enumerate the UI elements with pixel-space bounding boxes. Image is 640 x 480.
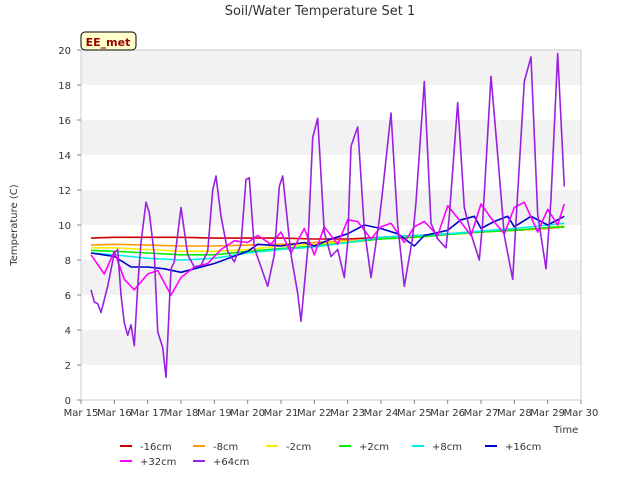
x-tick-label: Mar 24: [364, 408, 399, 419]
grid-band: [81, 190, 581, 225]
x-tick-label: Mar 27: [464, 408, 499, 419]
x-axis-label: Time: [553, 425, 578, 436]
chart-title: Soil/Water Temperature Set 1: [225, 4, 416, 19]
legend-label: +16cm: [505, 442, 541, 453]
legend-label: -2cm: [286, 442, 311, 453]
y-tick-label: 16: [58, 116, 71, 127]
x-tick-label: Mar 23: [330, 408, 365, 419]
grid-band: [81, 120, 581, 155]
legend-label: -8cm: [213, 442, 238, 453]
y-tick-label: 12: [58, 186, 71, 197]
x-tick-label: Mar 22: [297, 408, 332, 419]
legend: -16cm -8cm -2cm +2cm +8cm +16cm +32cm +64cm: [120, 442, 541, 468]
legend-label: -16cm: [140, 442, 172, 453]
x-tick-label: Mar 21: [264, 408, 299, 419]
grid-bands: [81, 50, 581, 400]
y-axis: 0 2 4 6 8 10 12 14 16 18 20: [58, 46, 81, 407]
y-tick-label: 2: [65, 361, 71, 372]
site-label: EE_met: [86, 36, 131, 49]
x-tick-label: Mar 20: [230, 408, 265, 419]
grid-band: [81, 330, 581, 365]
legend-label: +64cm: [213, 457, 249, 468]
grid-band: [81, 85, 581, 120]
series-line: [90, 201, 566, 296]
grid-band: [81, 50, 581, 85]
legend-label: +32cm: [140, 457, 176, 468]
x-tick-label: Mar 18: [164, 408, 199, 419]
x-tick-label: Mar 17: [130, 408, 165, 419]
grid-band: [81, 365, 581, 400]
y-tick-label: 18: [58, 81, 71, 92]
y-tick-label: 0: [65, 396, 71, 407]
y-tick-label: 6: [65, 291, 71, 302]
site-label-box: EE_met: [80, 31, 137, 51]
grid-band: [81, 155, 581, 190]
y-tick-label: 8: [65, 256, 71, 267]
x-tick-label: Mar 29: [530, 408, 565, 419]
grid-band: [81, 260, 581, 295]
x-tick-label: Mar 15: [64, 408, 99, 419]
y-tick-label: 10: [58, 221, 71, 232]
x-tick-label: Mar 28: [497, 408, 532, 419]
y-tick-label: 4: [65, 326, 71, 337]
y-tick-label: 14: [58, 151, 71, 162]
x-tick-label: Mar 26: [430, 408, 465, 419]
grid-band: [81, 295, 581, 330]
series-line: [90, 222, 565, 261]
x-tick-label: Mar 25: [397, 408, 432, 419]
y-axis-label: Temperature (C): [9, 184, 20, 266]
x-tick-label: Mar 30: [564, 408, 599, 419]
series-lines: [90, 52, 566, 379]
legend-label: +2cm: [359, 442, 389, 453]
series-line: [90, 52, 566, 379]
y-tick-label: 20: [58, 46, 71, 57]
legend-label: +8cm: [432, 442, 462, 453]
x-tick-label: Mar 16: [97, 408, 132, 419]
x-tick-label: Mar 19: [197, 408, 232, 419]
